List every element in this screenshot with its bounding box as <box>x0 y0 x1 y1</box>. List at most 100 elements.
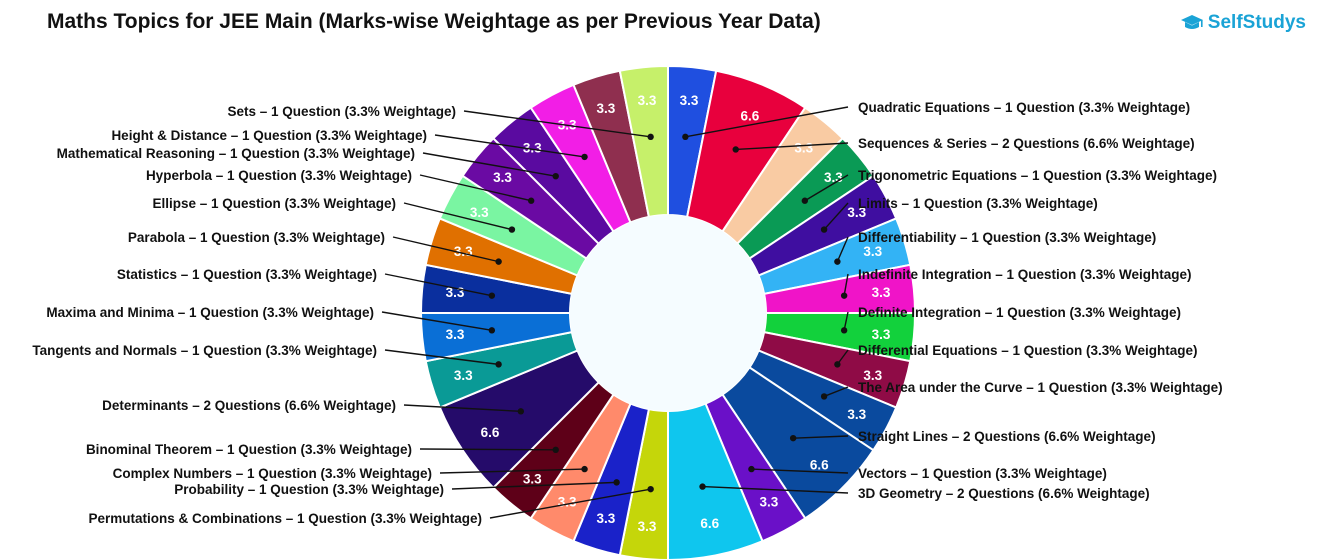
leader-dot <box>801 197 809 204</box>
slice-value-label: 3.3 <box>824 170 843 185</box>
leader-line <box>384 273 492 297</box>
leader-line <box>804 174 849 202</box>
leader-dot <box>552 446 559 454</box>
slice-value-label: 3.3 <box>638 519 657 534</box>
leader-line <box>489 488 651 519</box>
leader-line <box>381 311 492 332</box>
leader-dot <box>613 479 620 486</box>
slice-value-label: 3.3 <box>847 205 866 220</box>
graduation-cap-icon <box>1180 15 1203 29</box>
topic-label: Trigonometric Equations – 1 Question (3.… <box>858 168 1217 183</box>
slice-value-label: 3.3 <box>680 93 699 108</box>
slice-value-label: 6.6 <box>741 108 760 123</box>
slice-value-label: 3.3 <box>794 141 813 156</box>
slice-value-label: 3.3 <box>454 368 473 383</box>
leader-dot <box>732 146 739 153</box>
leader-line <box>451 481 617 490</box>
topic-label: Vectors – 1 Question (3.3% Weightage) <box>858 466 1107 481</box>
topic-label: Hyperbola – 1 Question (3.3% Weightage) <box>146 168 412 183</box>
topic-label: Limits – 1 Question (3.3% Weightage) <box>858 196 1098 211</box>
brand-name: SelfStudys <box>1207 12 1306 33</box>
leader-line <box>793 435 849 439</box>
leader-line <box>685 106 849 138</box>
slice-value-label: 3.3 <box>638 93 657 108</box>
leader-line <box>702 485 849 494</box>
leader-dot <box>699 483 706 490</box>
slice-value-label: 3.3 <box>872 327 891 342</box>
leader-line <box>463 110 651 138</box>
leader-dot <box>840 292 848 299</box>
donut-hole <box>570 215 766 411</box>
slice-value-label: 3.3 <box>759 495 778 510</box>
leader-line <box>439 468 585 474</box>
leader-line <box>419 448 556 451</box>
topic-label: Mathematical Reasoning – 1 Question (3.3… <box>57 146 415 161</box>
topic-label: Probability – 1 Question (3.3% Weightage… <box>174 482 444 497</box>
leader-line <box>403 404 521 413</box>
page-title: Maths Topics for JEE Main (Marks-wise We… <box>47 10 821 33</box>
topic-label: Height & Distance – 1 Question (3.3% Wei… <box>111 128 427 143</box>
leader-dot <box>527 197 535 204</box>
leader-dot <box>820 393 828 400</box>
topic-label: Parabola – 1 Question (3.3% Weightage) <box>128 230 385 245</box>
topic-label: 3D Geometry – 2 Questions (6.6% Weightag… <box>858 486 1150 501</box>
leader-dot <box>488 292 496 299</box>
slice-value-label: 3.3 <box>596 511 615 526</box>
slice-value-label: 3.3 <box>558 495 577 510</box>
topic-label: Indefinite Integration – 1 Question (3.3… <box>858 267 1192 282</box>
slice-value-label: 3.3 <box>863 368 882 383</box>
leader-dot <box>820 226 828 233</box>
leader-dot <box>789 434 797 442</box>
leader-line <box>419 174 532 202</box>
leader-dot <box>581 153 588 161</box>
slice-value-label: 3.3 <box>847 407 866 422</box>
leader-dot <box>834 258 841 265</box>
topic-label: Straight Lines – 2 Questions (6.6% Weigh… <box>858 429 1156 444</box>
topic-label: Differential Equations – 1 Question (3.3… <box>858 343 1198 358</box>
topic-label: Statistics – 1 Question (3.3% Weightage) <box>117 267 377 282</box>
brand-logo: SelfStudys <box>1180 12 1306 34</box>
leader-line <box>751 468 849 474</box>
slice-value-label: 3.3 <box>523 471 542 486</box>
slice-value-label: 3.3 <box>523 141 542 156</box>
leader-line <box>823 386 849 398</box>
topic-label: Sets – 1 Question (3.3% Weightage) <box>227 104 456 119</box>
leader-line <box>403 202 513 231</box>
leader-line <box>384 349 499 366</box>
leader-dot <box>581 465 588 473</box>
slice-value-label: 6.6 <box>481 425 500 440</box>
topic-label: Definite Integration – 1 Question (3.3% … <box>858 305 1181 320</box>
leader-dot <box>647 485 654 493</box>
leader-dot <box>647 133 654 141</box>
topic-label: Maxima and Minima – 1 Question (3.3% Wei… <box>46 305 374 320</box>
topic-label: Complex Numbers – 1 Question (3.3% Weigh… <box>113 466 432 481</box>
leader-dot <box>834 361 841 368</box>
leader-dot <box>748 465 755 473</box>
leader-dot <box>508 226 516 233</box>
leader-dot <box>495 258 502 265</box>
slice-value-label: 3.3 <box>596 101 615 116</box>
topic-label: Tangents and Normals – 1 Question (3.3% … <box>32 343 377 358</box>
topic-label: The Area under the Curve – 1 Question (3… <box>858 380 1223 395</box>
leader-line <box>392 236 499 263</box>
topic-label: Ellipse – 1 Question (3.3% Weightage) <box>152 196 396 211</box>
topic-label: Permutations & Combinations – 1 Question… <box>88 511 482 526</box>
topic-label: Sequences & Series – 2 Questions (6.6% W… <box>858 136 1195 151</box>
slice-value-label: 3.3 <box>863 244 882 259</box>
leader-dot <box>552 172 559 180</box>
topic-label: Quadratic Equations – 1 Question (3.3% W… <box>858 100 1190 115</box>
topic-label: Binominal Theorem – 1 Question (3.3% Wei… <box>86 442 412 457</box>
leader-dot <box>495 361 502 368</box>
leader-dot <box>488 327 496 334</box>
leader-line <box>434 134 585 158</box>
leader-line <box>843 273 849 296</box>
slice-value-label: 3.3 <box>446 327 465 342</box>
topic-label: Determinants – 2 Questions (6.6% Weighta… <box>102 398 396 413</box>
leader-line <box>422 152 556 177</box>
slice-value-label: 3.3 <box>470 205 489 220</box>
slice-value-label: 6.6 <box>700 516 719 531</box>
slice-value-label: 6.6 <box>810 457 829 472</box>
leader-dot <box>840 327 848 334</box>
slice-value-label: 3.3 <box>493 170 512 185</box>
